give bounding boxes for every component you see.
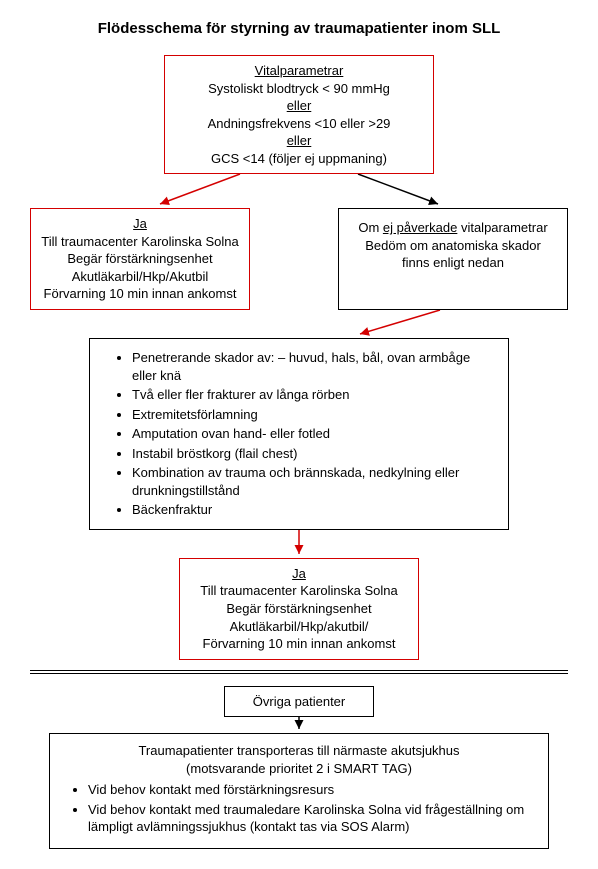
arrow-down-3 [30,717,568,733]
ovriga-label: Övriga patienter [253,694,346,709]
ej-l1b: ej påverkade [383,220,457,235]
ja2-l2: Begär förstärkningsenhet [190,600,408,618]
arrow-down-1 [30,310,568,338]
page-title: Flödesschema för styrning av traumapatie… [30,20,568,37]
injuries-list: Penetrerande skador av: – huvud, hals, b… [116,349,496,519]
ja1-l4: Förvarning 10 min innan ankomst [41,285,239,303]
ej-l1a: Om [358,220,383,235]
injuries-item: Penetrerande skador av: – huvud, hals, b… [132,349,496,384]
ej-l1c: vitalparametrar [457,220,547,235]
injuries-item: Extremitetsförlamning [132,406,496,424]
split-arrows [30,174,568,208]
ja2-box: Ja Till traumacenter Karolinska Solna Be… [179,558,419,660]
final-b1: Vid behov kontakt med förstärkningsresur… [88,781,534,799]
ej-box: Om ej påverkade vitalparametrar Bedöm om… [338,208,568,310]
ja1-label: Ja [41,215,239,233]
vitals-or1: eller [175,97,423,115]
final-b2: Vid behov kontakt med traumaledare Karol… [88,801,534,836]
vitals-line1: Systoliskt blodtryck < 90 mmHg [175,80,423,98]
vitals-header: Vitalparametrar [175,62,423,80]
arrow-down-2 [30,530,568,558]
injuries-item: Instabil bröstkorg (flail chest) [132,445,496,463]
ej-l1: Om ej påverkade vitalparametrar [349,219,557,237]
ja1-box: Ja Till traumacenter Karolinska Solna Be… [30,208,250,310]
ovriga-box: Övriga patienter [224,686,374,718]
vitals-box: Vitalparametrar Systoliskt blodtryck < 9… [164,55,434,174]
vitals-or2: eller [175,132,423,150]
vitals-line2: Andningsfrekvens <10 eller >29 [175,115,423,133]
ja2-l1: Till traumacenter Karolinska Solna [190,582,408,600]
ja2-l4: Förvarning 10 min innan ankomst [190,635,408,653]
ja1-l3: Akutläkarbil/Hkp/Akutbil [41,268,239,286]
ej-l2: Bedöm om anatomiska skador [349,237,557,255]
ja2-label: Ja [190,565,408,583]
injuries-item: Två eller fler frakturer av långa rörben [132,386,496,404]
injuries-box: Penetrerande skador av: – huvud, hals, b… [89,338,509,530]
final-box: Traumapatienter transporteras till närma… [49,733,549,849]
ja2-l3: Akutläkarbil/Hkp/akutbil/ [190,618,408,636]
double-rule [30,670,568,674]
final-l1: Traumapatienter transporteras till närma… [64,742,534,760]
ja1-l2: Begär förstärkningsenhet [41,250,239,268]
ej-l3: finns enligt nedan [349,254,557,272]
ja1-l1: Till traumacenter Karolinska Solna [41,233,239,251]
final-l2: (motsvarande prioritet 2 i SMART TAG) [64,760,534,778]
injuries-item: Bäckenfraktur [132,501,496,519]
injuries-item: Amputation ovan hand- eller fotled [132,425,496,443]
vitals-line3: GCS <14 (följer ej uppmaning) [175,150,423,168]
injuries-item: Kombination av trauma och brännskada, ne… [132,464,496,499]
